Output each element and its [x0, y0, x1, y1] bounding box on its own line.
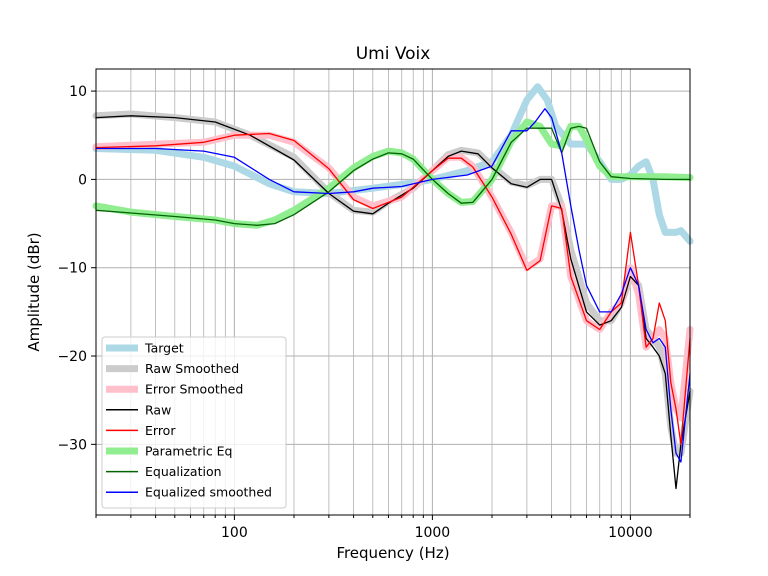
plot-frame — [95, 68, 691, 516]
chart-title: Umi Voix — [356, 44, 431, 64]
legend-box — [101, 336, 287, 509]
series-line-equalization — [95, 125, 691, 226]
x-tick-label: 1000 — [415, 525, 451, 541]
x-tick-label: 100 — [221, 525, 248, 541]
axis-ticks: 100 1000 10000 −30 −20 −10 0 10 — [57, 84, 691, 541]
legend-label: Error — [145, 423, 176, 438]
y-axis-label: Amplitude (dBr) — [25, 232, 43, 351]
x-tick-label: 10000 — [608, 525, 653, 541]
series-lines — [92, 83, 694, 490]
y-tick-label: 10 — [69, 84, 87, 100]
x-axis-label: Frequency (Hz) — [336, 544, 449, 562]
legend-label: Target — [144, 341, 184, 356]
legend-label: Raw — [145, 402, 171, 417]
series-line-error — [95, 132, 691, 445]
legend: Target Raw Smoothed Error Smoothed Raw Error… — [101, 336, 287, 509]
legend-label: Equalized smoothed — [145, 485, 272, 500]
legend-label: Parametric Eq — [145, 444, 233, 459]
y-tick-label: −10 — [57, 261, 87, 277]
legend-label: Raw Smoothed — [145, 361, 239, 376]
series-line-parametric-eq — [92, 118, 694, 229]
y-tick-label: −30 — [57, 437, 87, 453]
series-line-equalized-smoothed — [95, 108, 691, 463]
legend-label: Equalization — [145, 464, 222, 479]
y-tick-label: 0 — [78, 172, 87, 188]
legend-label: Error Smoothed — [145, 382, 243, 397]
y-tick-label: −20 — [57, 349, 87, 365]
series-line-raw — [95, 115, 691, 490]
